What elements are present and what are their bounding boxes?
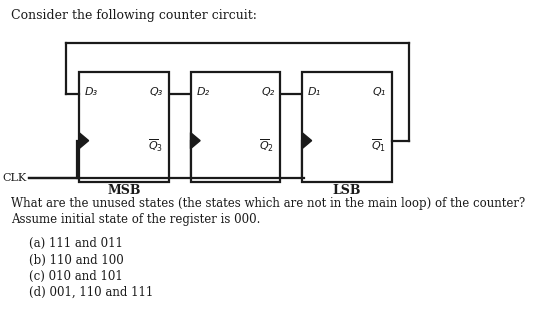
Text: MSB: MSB <box>107 184 141 197</box>
Text: D₃: D₃ <box>85 87 98 97</box>
Polygon shape <box>79 133 89 149</box>
Text: Assume initial state of the register is 000.: Assume initial state of the register is … <box>11 213 261 226</box>
Text: CLK: CLK <box>2 172 27 183</box>
Polygon shape <box>302 133 312 149</box>
Text: $\overline{Q}_3$: $\overline{Q}_3$ <box>148 138 163 155</box>
Text: (a) 111 and 011: (a) 111 and 011 <box>29 237 123 250</box>
Polygon shape <box>191 133 200 149</box>
Text: What are the unused states (the states which are not in the main loop) of the co: What are the unused states (the states w… <box>11 197 526 210</box>
Text: (d) 001, 110 and 111: (d) 001, 110 and 111 <box>29 286 153 299</box>
Text: (b) 110 and 100: (b) 110 and 100 <box>29 254 123 266</box>
Text: Consider the following counter circuit:: Consider the following counter circuit: <box>11 9 257 22</box>
Text: $\overline{Q}_2$: $\overline{Q}_2$ <box>260 138 274 155</box>
Text: (c) 010 and 101: (c) 010 and 101 <box>29 270 123 283</box>
Text: D₂: D₂ <box>196 87 210 97</box>
Text: D₁: D₁ <box>308 87 321 97</box>
Bar <box>191 72 280 182</box>
Text: Q₃: Q₃ <box>150 87 163 97</box>
Text: Q₂: Q₂ <box>261 87 274 97</box>
Bar <box>302 72 392 182</box>
Text: LSB: LSB <box>333 184 361 197</box>
Bar <box>79 72 169 182</box>
Text: Q₁: Q₁ <box>372 87 386 97</box>
Text: $\overline{Q}_1$: $\overline{Q}_1$ <box>371 138 386 155</box>
